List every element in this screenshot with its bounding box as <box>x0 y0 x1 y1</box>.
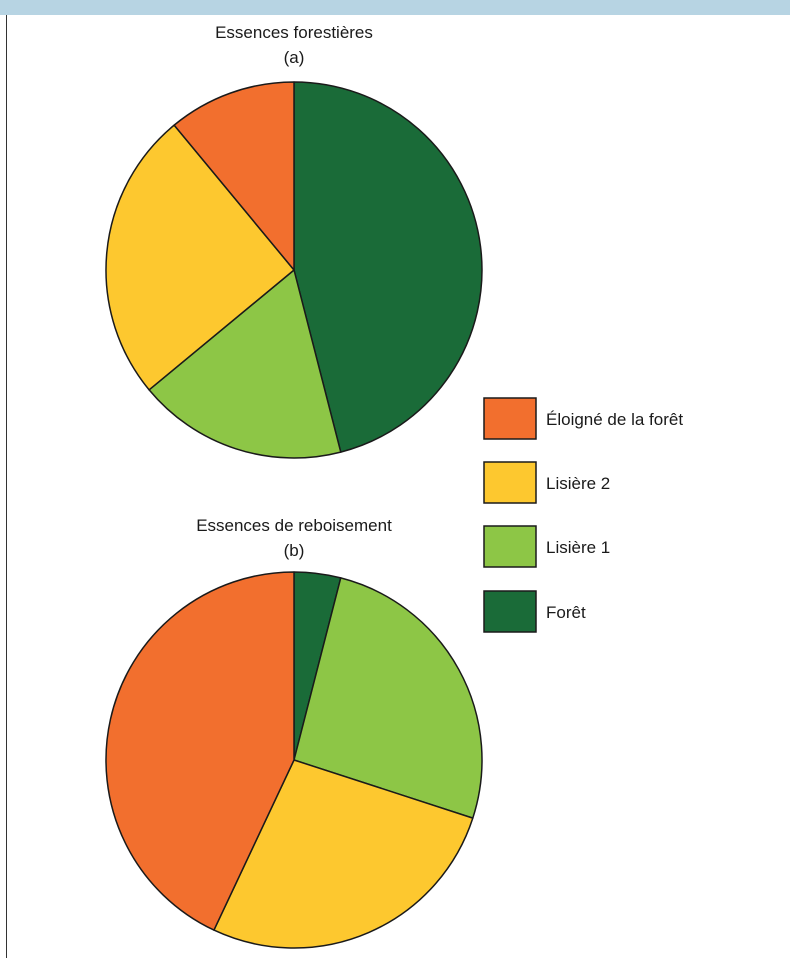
pie-a-slices <box>105 81 483 459</box>
pie-b-title: Essences de reboisement <box>196 516 392 535</box>
legend-item-lisiere-2: Lisière 2 <box>483 461 610 504</box>
pie-a-slice-lisiere-1 <box>148 269 342 459</box>
top-band <box>0 0 790 15</box>
pie-chart-b: Essences de reboisement (b) <box>105 516 483 949</box>
legend-swatch-lisiere-2 <box>483 461 537 504</box>
legend-swatch-lisiere-1 <box>483 525 537 568</box>
pie-b-slice-eloigne-de-la-foret <box>105 571 295 931</box>
pie-b-slice-lisiere-2 <box>213 759 474 949</box>
pie-b-subtitle: (b) <box>284 541 305 560</box>
legend-item-lisiere-1: Lisière 1 <box>483 525 610 568</box>
legend-label-lisiere-1: Lisière 1 <box>546 538 610 557</box>
left-rule <box>6 15 7 958</box>
legend-swatch-foret <box>483 590 537 633</box>
legend: Éloigné de la forêt Lisière 2 Lisière 1 … <box>483 397 683 633</box>
pie-b-slice-lisiere-1 <box>293 577 483 819</box>
pie-a-slice-foret <box>293 81 483 453</box>
legend-item-foret: Forêt <box>483 590 586 633</box>
pie-chart-a: Essences forestières (a) <box>105 23 483 459</box>
pie-a-slice-lisiere-2 <box>105 124 295 391</box>
legend-label-eloigne: Éloigné de la forêt <box>546 410 683 429</box>
legend-swatch-eloigne <box>483 397 537 440</box>
pie-a-slice-eloigne-de-la-foret <box>173 81 295 271</box>
legend-label-lisiere-2: Lisière 2 <box>546 474 610 493</box>
pie-a-title: Essences forestières <box>215 23 373 42</box>
legend-label-foret: Forêt <box>546 603 586 622</box>
pie-a-subtitle: (a) <box>284 48 305 67</box>
legend-item-eloigne: Éloigné de la forêt <box>483 397 683 440</box>
pie-b-slices <box>105 571 483 949</box>
